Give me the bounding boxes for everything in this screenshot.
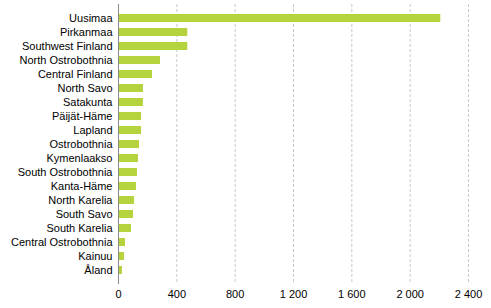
svg-text:North Karelia: North Karelia <box>48 194 113 206</box>
svg-text:Southwest Finland: Southwest Finland <box>22 40 113 52</box>
svg-text:South Savo: South Savo <box>56 208 113 220</box>
svg-text:Ostrobothnia: Ostrobothnia <box>50 138 114 150</box>
svg-text:South Ostrobothnia: South Ostrobothnia <box>18 166 114 178</box>
svg-text:400: 400 <box>168 288 186 300</box>
svg-text:Pirkanmaa: Pirkanmaa <box>60 26 113 38</box>
svg-text:North Ostrobothnia: North Ostrobothnia <box>20 54 114 66</box>
svg-text:Kanta-Häme: Kanta-Häme <box>51 180 113 192</box>
svg-text:Kainuu: Kainuu <box>78 250 112 262</box>
svg-text:Central Ostrobothnia: Central Ostrobothnia <box>11 236 113 248</box>
svg-text:South Karelia: South Karelia <box>46 222 113 234</box>
svg-text:Kymenlaakso: Kymenlaakso <box>46 152 112 164</box>
svg-text:Uusimaa: Uusimaa <box>69 12 113 24</box>
svg-text:1 600: 1 600 <box>338 288 366 300</box>
svg-text:1 200: 1 200 <box>280 288 308 300</box>
svg-text:2 400: 2 400 <box>455 288 483 300</box>
svg-text:North Savo: North Savo <box>57 82 112 94</box>
svg-text:0: 0 <box>115 288 121 300</box>
svg-text:2 000: 2 000 <box>396 288 424 300</box>
svg-text:Satakunta: Satakunta <box>63 96 113 108</box>
svg-text:800: 800 <box>226 288 244 300</box>
svg-text:Päijät-Häme: Päijät-Häme <box>52 110 113 122</box>
svg-text:Lapland: Lapland <box>73 124 112 136</box>
svg-text:Central Finland: Central Finland <box>38 68 113 80</box>
svg-text:Åland: Åland <box>84 264 112 276</box>
